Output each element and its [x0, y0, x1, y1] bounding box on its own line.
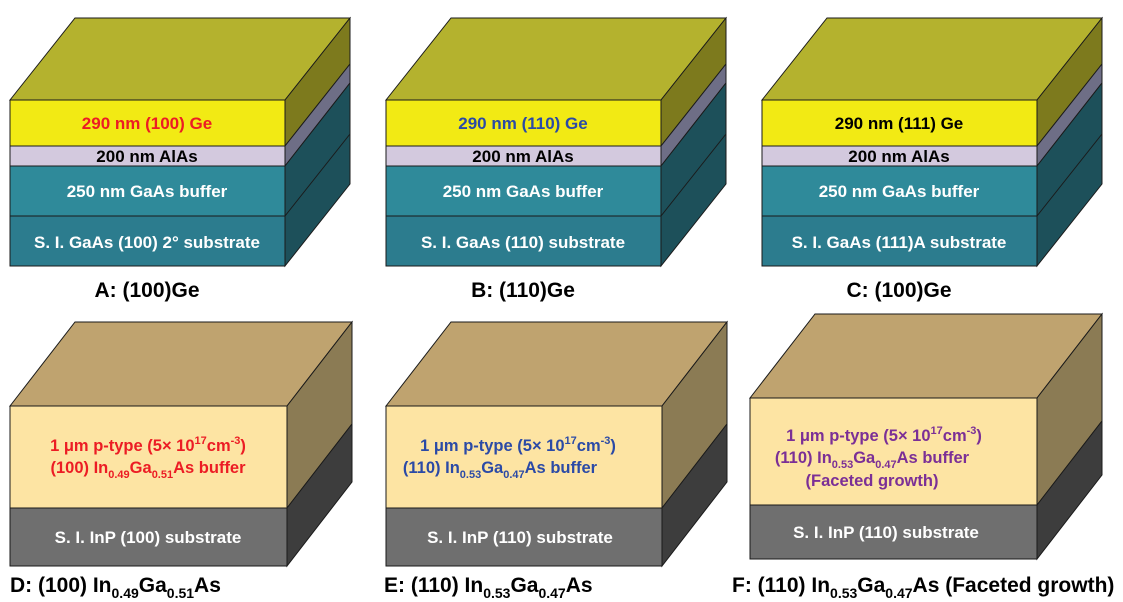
gaas-buffer-label: 250 nm GaAs buffer	[819, 182, 980, 201]
ge-layer	[761, 99, 1038, 147]
inp-substrate-label: S. I. InP (110) substrate	[793, 523, 979, 542]
inp-substrate-label: S. I. InP (110) substrate	[427, 528, 613, 547]
gaas-substrate-layer	[9, 215, 286, 267]
caption-e: E: (110) In0.53Ga0.47As	[384, 574, 593, 601]
alas-layer-label: 200 nm AlAs	[472, 147, 573, 166]
caption-f: F: (110) In0.53Ga0.47As (Faceted growth)	[732, 574, 1114, 601]
gaas-buffer-label: 250 nm GaAs buffer	[443, 182, 604, 201]
ge-stack-b: 290 nm (110) Ge 200 nm AlAs 250 nm GaAs …	[384, 16, 728, 302]
substrate-label: S. I. GaAs (100) 2° substrate	[34, 233, 260, 252]
ingaas-line-1: 1 μm p-type (5× 1017cm-3)	[50, 435, 246, 455]
substrate-label: S. I. GaAs (110) substrate	[421, 233, 625, 252]
ingaas-buffer-layer	[9, 405, 288, 509]
ge-layer-label: 290 nm (111) Ge	[835, 114, 964, 133]
ingaas-buffer-layer	[749, 397, 1038, 506]
ingaas-stack-e: 1 μm p-type (5× 1017cm-3) (110) In0.53Ga…	[384, 320, 729, 601]
ingaas-buffer-layer	[385, 405, 663, 509]
ingaas-line-1: 1 μm p-type (5× 1017cm-3)	[786, 425, 982, 445]
inp-substrate-layer	[9, 507, 288, 567]
ge-stack-a: 290 nm (100) Ge 200 nm AlAs 250 nm GaAs …	[8, 16, 352, 302]
ge-layer	[385, 99, 662, 147]
ingaas-stack-d: 1 μm p-type (5× 1017cm-3) (100) In0.49Ga…	[8, 320, 354, 601]
ingaas-line-3: (Faceted growth)	[806, 472, 939, 490]
caption-a: A: (100)Ge	[94, 279, 199, 302]
inp-substrate-layer	[749, 504, 1038, 560]
gaas-buffer-layer	[9, 165, 286, 217]
ingaas-line-2: (100) In0.49Ga0.51As buffer	[50, 459, 246, 481]
ingaas-line-1: 1 μm p-type (5× 1017cm-3)	[420, 435, 616, 455]
inp-substrate-label: S. I. InP (100) substrate	[55, 528, 242, 547]
ge-layer-label: 290 nm (100) Ge	[82, 114, 212, 133]
ingaas-line-2: (110) In0.53Ga0.47As buffer	[403, 459, 598, 481]
alas-layer-label: 200 nm AlAs	[848, 147, 949, 166]
inp-substrate-layer	[385, 507, 663, 567]
ge-layer-label: 290 nm (110) Ge	[458, 114, 587, 133]
caption-b: B: (110)Ge	[471, 279, 575, 302]
gaas-buffer-label: 250 nm GaAs buffer	[67, 182, 228, 201]
gaas-buffer-layer	[761, 165, 1038, 217]
ingaas-stack-f: 1 μm p-type (5× 1017cm-3) (110) In0.53Ga…	[732, 312, 1114, 601]
caption-d: D: (100) In0.49Ga0.51As	[10, 574, 221, 601]
gaas-substrate-layer	[385, 215, 662, 267]
caption-c: C: (100)Ge	[846, 279, 951, 302]
ingaas-line-2: (110) In0.53Ga0.47As buffer	[775, 449, 970, 471]
ge-stack-c: 290 nm (111) Ge 200 nm AlAs 250 nm GaAs …	[760, 16, 1104, 302]
substrate-label: S. I. GaAs (111)A substrate	[792, 233, 1007, 252]
alas-layer-label: 200 nm AlAs	[96, 147, 197, 166]
gaas-substrate-layer	[761, 215, 1038, 267]
